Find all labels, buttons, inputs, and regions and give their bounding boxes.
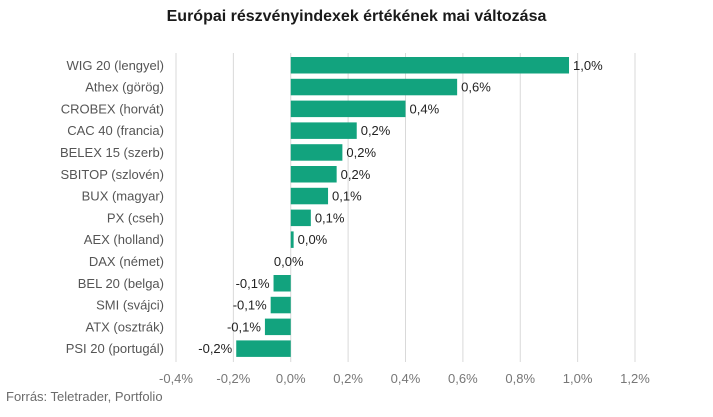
bar — [290, 122, 357, 139]
bars — [236, 57, 570, 357]
x-tick-label: 0,6% — [448, 371, 478, 386]
bar — [290, 78, 458, 96]
data-label: 0,0% — [274, 254, 304, 269]
data-labels: 1,0% 0,6% 0,4% 0,2% 0,2% 0,2% 0,1% 0,1% 0,0% 0,0%… — [198, 58, 603, 356]
data-label: -0,1% — [227, 319, 261, 334]
category-label: SBITOP (szlovén) — [60, 167, 164, 182]
category-label: CAC 40 (francia) — [67, 123, 164, 138]
x-tick-label: 0,8% — [505, 371, 535, 386]
bar — [236, 340, 291, 357]
bar — [290, 100, 406, 118]
x-axis-tick-labels: -0,4% -0,2% 0,0% 0,2% 0,4% 0,6% 0,8% 1,0% 1,2% — [159, 371, 650, 386]
x-tick-label: 0,2% — [333, 371, 363, 386]
category-label: WIG 20 (lengyel) — [66, 58, 164, 73]
data-label: 0,2% — [361, 123, 391, 138]
category-label: AEX (holland) — [84, 232, 164, 247]
x-tick-label: -0,2% — [216, 371, 250, 386]
data-label: 0,2% — [341, 167, 371, 182]
bar — [264, 318, 291, 336]
category-labels: WIG 20 (lengyel) Athex (görög) CROBEX (hor… — [60, 58, 164, 356]
x-tick-label: 1,2% — [620, 371, 650, 386]
category-label: Athex (görög) — [85, 80, 164, 95]
x-tick-label: -0,4% — [159, 371, 193, 386]
category-label: CROBEX (horvát) — [61, 101, 164, 116]
data-label: 0,4% — [410, 101, 440, 116]
category-label: PX (cseh) — [107, 210, 164, 225]
bar — [290, 209, 311, 227]
category-label: ATX (osztrák) — [86, 319, 165, 334]
category-label: BUX (magyar) — [82, 189, 164, 204]
bar — [273, 275, 291, 292]
bar — [290, 166, 337, 183]
gridlines — [175, 53, 636, 362]
data-label: -0,1% — [236, 276, 270, 291]
category-label: PSI 20 (portugál) — [66, 341, 164, 356]
x-tick-label: 0,0% — [276, 371, 306, 386]
data-label: 0,0% — [298, 232, 328, 247]
bar — [290, 187, 329, 205]
category-label: BEL 20 (belga) — [78, 276, 164, 291]
bar — [290, 57, 570, 74]
bar — [270, 296, 291, 314]
category-label: DAX (német) — [89, 254, 164, 269]
bar — [290, 144, 343, 161]
category-label: BELEX 15 (szerb) — [60, 145, 164, 160]
data-label: -0,2% — [198, 341, 232, 356]
x-tick-label: 1,0% — [563, 371, 593, 386]
category-label: SMI (svájci) — [96, 298, 164, 313]
data-label: 0,1% — [315, 210, 345, 225]
bar — [290, 231, 294, 248]
chart-title: Európai részvényindexek értékének mai vá… — [166, 8, 547, 25]
data-label: -0,1% — [233, 298, 267, 313]
data-label: 0,2% — [346, 145, 376, 160]
x-tick-label: 0,4% — [391, 371, 421, 386]
data-label: 1,0% — [573, 58, 603, 73]
data-label: 0,6% — [461, 80, 491, 95]
source-note: Forrás: Teletrader, Portfolio — [6, 389, 163, 404]
data-label: 0,1% — [332, 189, 362, 204]
